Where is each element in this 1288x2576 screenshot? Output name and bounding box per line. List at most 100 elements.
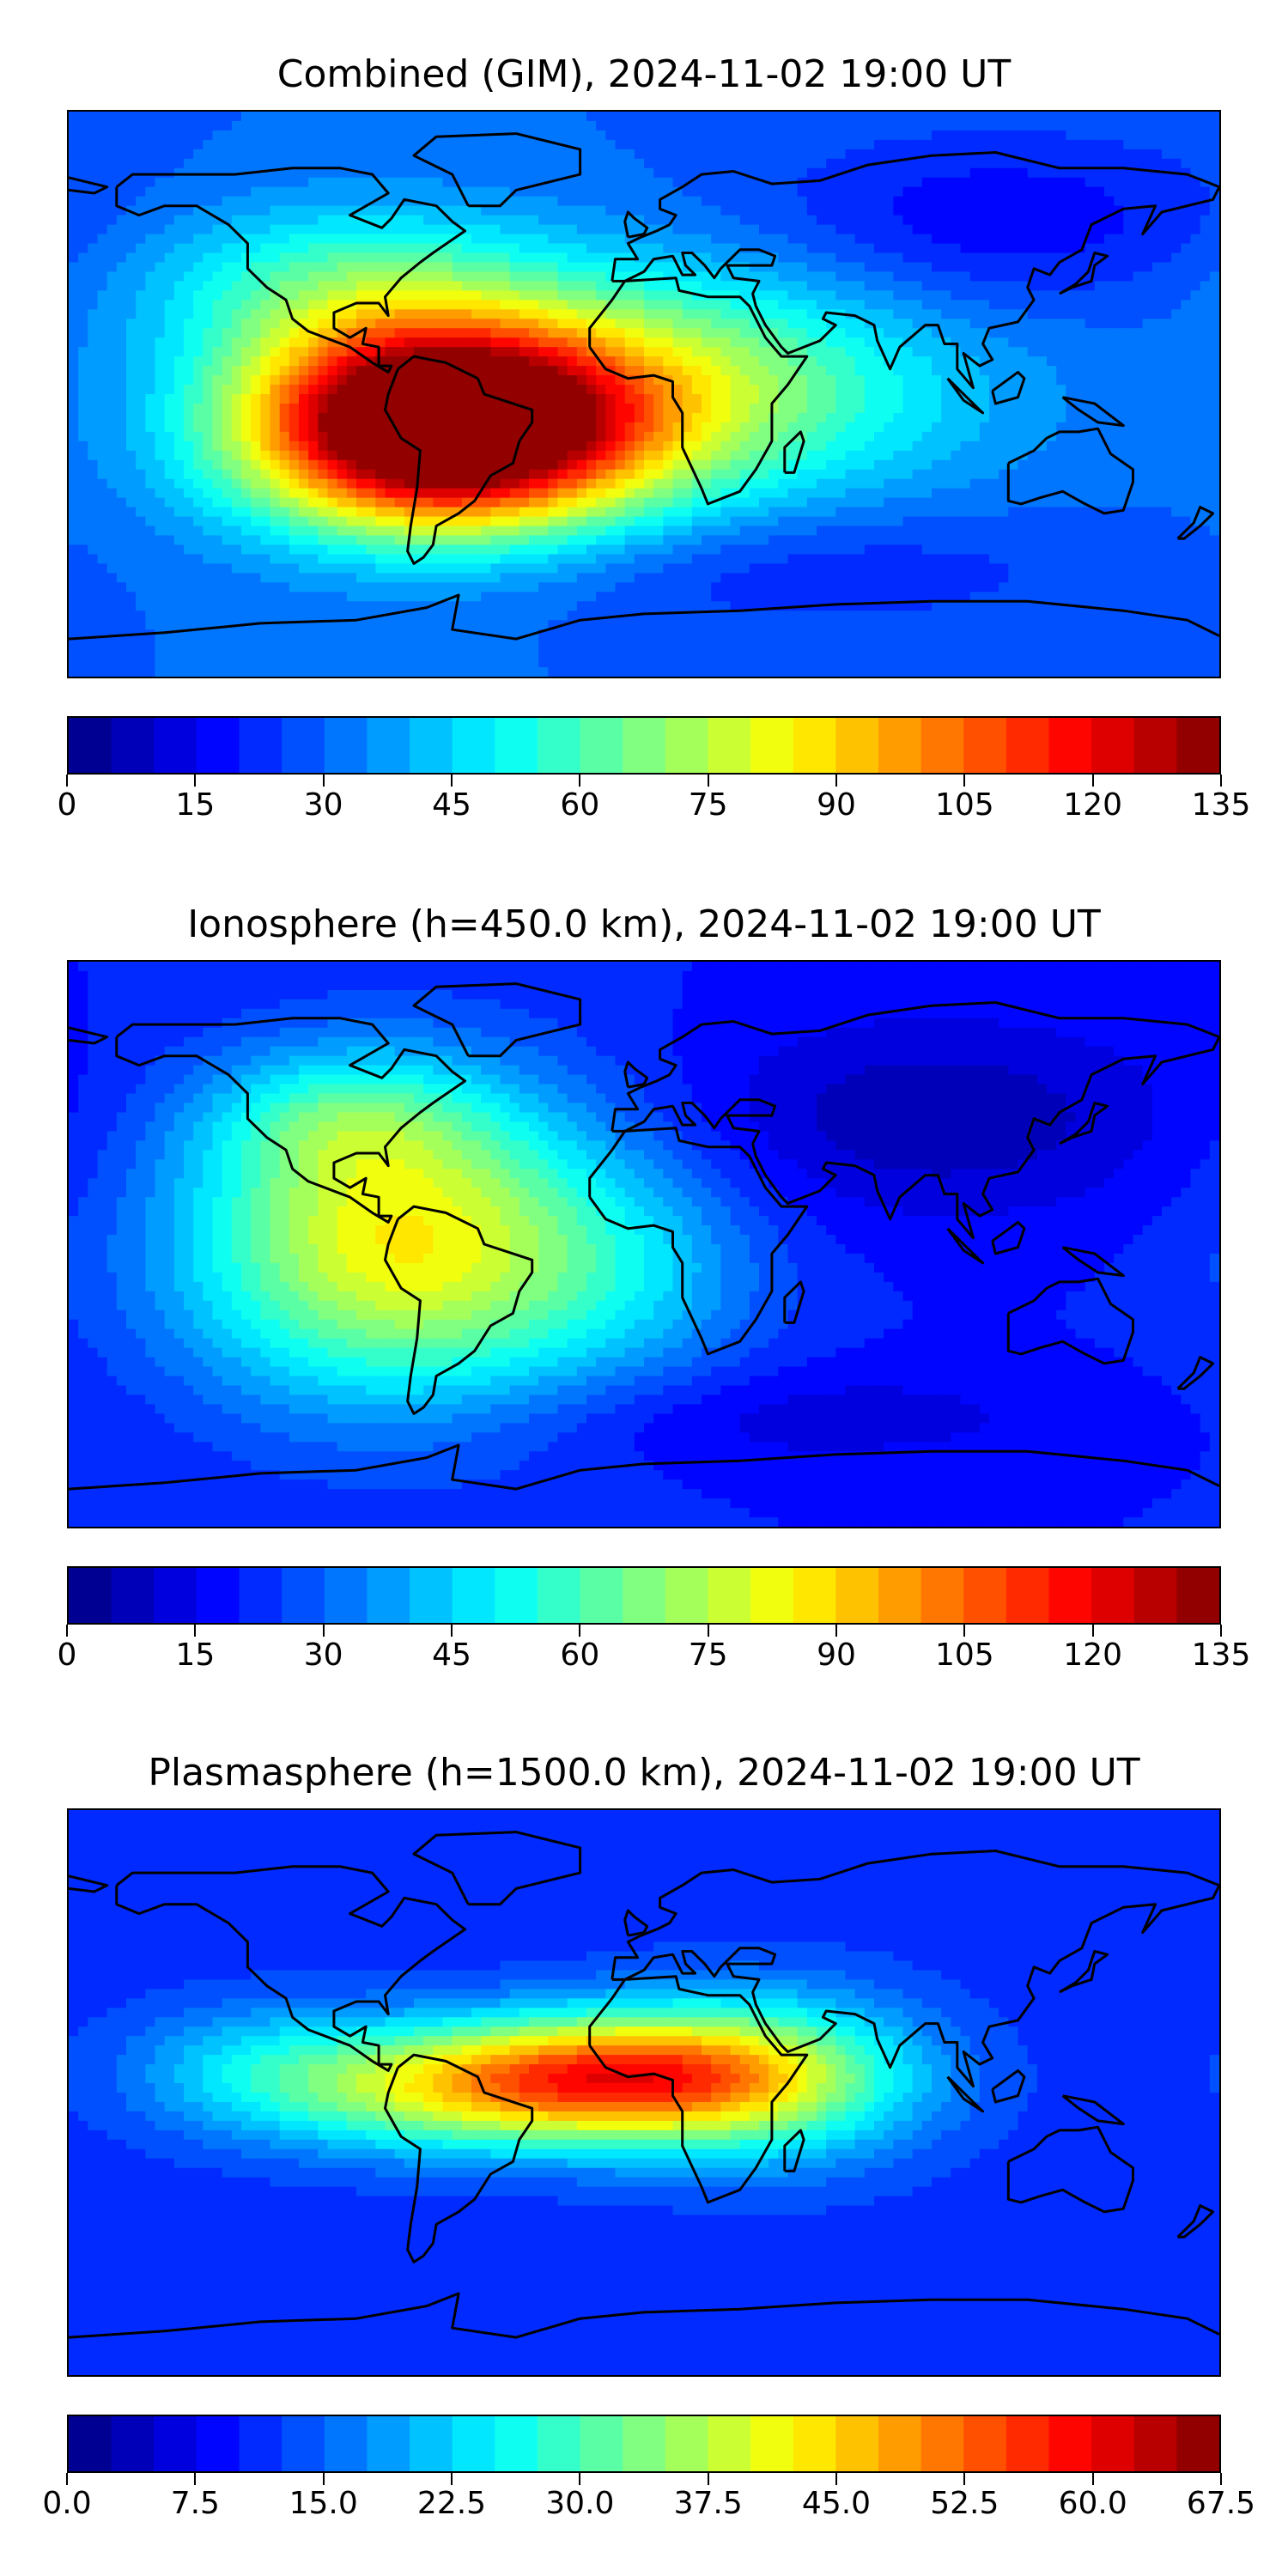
- heatmap-cell: [1066, 262, 1077, 273]
- heatmap-cell: [346, 337, 357, 348]
- heatmap-cell: [106, 375, 118, 386]
- heatmap-cell: [596, 130, 606, 141]
- heatmap-cell: [529, 149, 539, 160]
- heatmap-cell: [835, 347, 847, 357]
- heatmap-cell: [366, 215, 376, 226]
- heatmap-cell: [893, 215, 904, 226]
- heatmap-cell: [605, 215, 617, 226]
- heatmap-cell: [624, 394, 635, 404]
- heatmap-cell: [222, 290, 233, 301]
- heatmap-cell: [375, 158, 386, 169]
- heatmap-cell: [596, 234, 606, 245]
- heatmap-cell: [346, 112, 357, 122]
- heatmap-cell: [826, 347, 836, 357]
- heatmap-cell: [739, 112, 750, 122]
- heatmap-cell: [787, 459, 799, 471]
- heatmap-cell: [538, 262, 549, 273]
- heatmap-cell: [251, 205, 261, 216]
- heatmap-cell: [586, 497, 597, 508]
- heatmap-cell: [989, 347, 999, 357]
- heatmap-cell: [806, 422, 817, 433]
- heatmap-cell: [787, 262, 799, 273]
- heatmap-cell: [567, 215, 578, 226]
- heatmap-cell: [989, 158, 999, 169]
- heatmap-cell: [634, 252, 645, 264]
- heatmap-cell: [711, 385, 721, 395]
- heatmap-cell: [951, 167, 962, 179]
- heatmap-cell: [739, 271, 750, 282]
- heatmap-cell: [270, 290, 281, 301]
- heatmap-cell: [999, 243, 1009, 254]
- heatmap-cell: [481, 337, 491, 348]
- heatmap-cell: [1114, 271, 1124, 282]
- heatmap-cell: [864, 403, 875, 414]
- heatmap-cell: [787, 290, 799, 301]
- heatmap-cell: [576, 347, 587, 357]
- heatmap-cell: [1133, 262, 1144, 273]
- heatmap-cell: [500, 431, 511, 442]
- heatmap-cell: [136, 243, 146, 254]
- heatmap-cell: [1171, 385, 1182, 395]
- heatmap-cell: [730, 158, 741, 169]
- heatmap-cell: [672, 149, 683, 160]
- heatmap-cell: [136, 112, 146, 122]
- heatmap-cell: [634, 262, 645, 273]
- heatmap-cell: [529, 478, 539, 489]
- heatmap-cell: [902, 130, 914, 141]
- heatmap-cell: [299, 186, 309, 197]
- heatmap-cell: [97, 394, 108, 404]
- heatmap-cell: [989, 488, 999, 499]
- heatmap-cell: [414, 224, 424, 235]
- heatmap-cell: [615, 300, 626, 310]
- heatmap-cell: [1181, 431, 1192, 442]
- heatmap-cell: [1075, 224, 1086, 235]
- heatmap-cell: [1036, 167, 1048, 179]
- heatmap-cell: [1104, 347, 1115, 357]
- heatmap-cell: [481, 422, 491, 433]
- heatmap-cell: [1200, 167, 1211, 179]
- heatmap-cell: [346, 167, 357, 179]
- heatmap-cell: [1075, 271, 1086, 282]
- heatmap-cell: [1075, 385, 1086, 395]
- heatmap-cell: [902, 177, 914, 188]
- heatmap-cell: [490, 412, 501, 423]
- heatmap-cell: [116, 300, 127, 310]
- heatmap-cell: [653, 328, 664, 338]
- heatmap-cell: [1084, 112, 1096, 122]
- heatmap-cell: [212, 243, 223, 254]
- heatmap-cell: [1171, 440, 1182, 452]
- heatmap-cell: [787, 205, 799, 216]
- heatmap-cell: [1190, 149, 1201, 160]
- heatmap-cell: [270, 422, 281, 433]
- heatmap-cell: [1084, 422, 1096, 433]
- heatmap-cell: [318, 158, 329, 169]
- heatmap-cell: [1056, 385, 1066, 395]
- heatmap-cell: [1133, 347, 1144, 357]
- heatmap-cell: [702, 252, 712, 264]
- heatmap-cell: [116, 366, 127, 376]
- heatmap-cell: [366, 328, 376, 338]
- heatmap-cell: [136, 385, 146, 395]
- heatmap-cell: [969, 252, 981, 264]
- heatmap-cell: [586, 281, 597, 291]
- heatmap-cell: [193, 356, 204, 367]
- heatmap-cell: [251, 139, 261, 150]
- heatmap-cell: [164, 319, 175, 329]
- heatmap-cell: [279, 243, 290, 254]
- heatmap-cell: [797, 394, 808, 404]
- heatmap-cell: [663, 319, 674, 329]
- heatmap-cell: [941, 412, 951, 423]
- heatmap-cell: [557, 234, 568, 245]
- heatmap-cell: [203, 177, 214, 188]
- heatmap-cell: [739, 375, 750, 386]
- heatmap-cells: [69, 112, 1219, 677]
- heatmap-cell: [279, 120, 290, 131]
- heatmap-cell: [932, 440, 942, 452]
- heatmap-cell: [1123, 309, 1134, 319]
- heatmap-cell: [433, 347, 444, 357]
- heatmap-cell: [327, 177, 338, 188]
- heatmap-cell: [806, 262, 817, 273]
- heatmap-cell: [78, 412, 88, 423]
- heatmap-cell: [222, 252, 233, 264]
- heatmap-cell: [375, 412, 386, 423]
